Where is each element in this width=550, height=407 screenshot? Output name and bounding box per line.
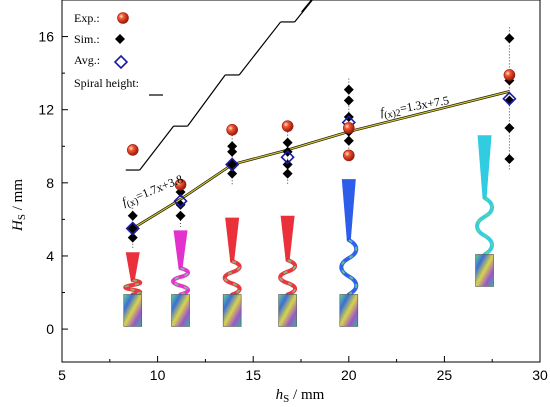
legend: Exp.: Sim.: Avg.: Spiral height: [74, 11, 163, 96]
spiral-coil [171, 266, 191, 297]
vertical-guides [132, 27, 510, 249]
spiral-height-connector-0 [139, 125, 175, 171]
sim-point-9 [227, 141, 238, 152]
x-tick-label-5: 30 [532, 367, 548, 383]
y-tick-label-4: 16 [38, 29, 54, 45]
spiral-base-box [339, 294, 359, 327]
spiral-image-3 [278, 215, 298, 327]
spiral-height-connector-1 [187, 74, 226, 127]
spiral-coil [339, 238, 359, 297]
spiral-base-box [475, 254, 494, 287]
sim-point-6 [227, 168, 238, 179]
avg-point-2 [225, 157, 240, 172]
spiral-image-2 [222, 217, 242, 327]
avg-point-1 [173, 193, 188, 209]
sim-point-18 [343, 84, 354, 95]
spiral-image-1 [171, 230, 191, 327]
x-tick-label-3: 20 [341, 367, 357, 383]
avg-point-5 [502, 91, 517, 106]
spiral-base-box [123, 294, 143, 327]
spiral-base-box [171, 294, 190, 327]
spiral-cone [173, 230, 188, 269]
spiral-height-series [125, 0, 314, 171]
spiral-coil-highlight [340, 239, 358, 296]
sim-point-8 [227, 146, 238, 157]
sim-point-3 [175, 210, 186, 221]
fit-line [132, 90, 510, 230]
legend-label-avg: Avg.: [74, 53, 100, 67]
y-tick-label-1: 4 [46, 248, 54, 264]
legend-marker-exp [117, 12, 129, 24]
sim-point-14 [343, 135, 354, 146]
spiral-cone [225, 217, 240, 262]
spiral-base-box [278, 294, 297, 327]
spiral-image-4 [339, 179, 359, 327]
exp-point-6 [503, 69, 516, 81]
spiral-cone [341, 179, 356, 241]
exp-point-4 [342, 122, 355, 134]
spiral-image-5 [475, 135, 495, 287]
fit-line-group [132, 90, 510, 230]
y-tick-label-2: 8 [46, 175, 54, 191]
sim-point-19 [504, 154, 515, 165]
spiral-image-0 [123, 252, 143, 327]
x-tick-label-1: 10 [150, 367, 166, 383]
spiral-coil-highlight [279, 259, 297, 296]
spiral-height-extension [301, 0, 313, 13]
sim-point-10 [282, 168, 293, 179]
spiral-coil-highlight [124, 279, 142, 296]
spiral-height-connector-3 [294, 0, 314, 23]
data-marks [125, 33, 517, 243]
spiral-cone [280, 215, 295, 261]
sim-point-4 [175, 199, 186, 210]
sim-point-11 [282, 159, 293, 170]
avg-point-3 [280, 150, 295, 165]
spiral-coil [222, 259, 242, 297]
spiral-base-box [222, 294, 242, 327]
avg-point-0 [125, 221, 140, 236]
sim-point-2 [127, 210, 138, 221]
spiral-coil-highlight [476, 197, 494, 256]
x-tick-label-2: 15 [245, 367, 261, 383]
sim-point-13 [282, 137, 293, 148]
x-tick-label-4: 25 [437, 367, 453, 383]
spiral-coil [123, 278, 143, 297]
sim-point-17 [343, 95, 354, 106]
legend-marker-sim [115, 34, 125, 44]
exp-point-3 [281, 120, 294, 132]
spiral-illustrations [123, 135, 495, 327]
exp-point-0 [126, 144, 139, 156]
sim-point-20 [504, 122, 515, 133]
exp-point-1 [174, 178, 187, 191]
legend-label-spiral: Spiral height: [74, 76, 139, 90]
spiral-cone [477, 135, 492, 198]
x-axis-title: hS / mm [276, 387, 325, 405]
exp-point-2 [226, 124, 238, 136]
exp-point-5 [342, 149, 355, 162]
spiral-cone [125, 252, 140, 281]
spiral-height-connector-2 [238, 21, 282, 76]
fit2-label: f(x)2=1.3x+7.5 [379, 93, 450, 122]
legend-marker-avg [113, 54, 129, 70]
spiral-coil [278, 258, 298, 297]
y-tick-label-0: 0 [46, 321, 54, 337]
y-tick-label-3: 12 [38, 102, 54, 118]
sim-point-0 [127, 232, 138, 243]
fit-line-outline [132, 90, 510, 230]
x-tick-label-0: 5 [58, 367, 66, 383]
spiral-coil-highlight [223, 260, 241, 296]
legend-label-sim: Sim.: [74, 32, 100, 46]
legend-label-exp: Exp.: [74, 11, 100, 25]
axis-ticks: 5 10 15 20 25 30 0 4 8 12 16 [38, 0, 548, 383]
sim-point-23 [504, 33, 515, 44]
y-axis-title: HS / mm [10, 179, 28, 232]
spiral-coil [475, 195, 495, 257]
